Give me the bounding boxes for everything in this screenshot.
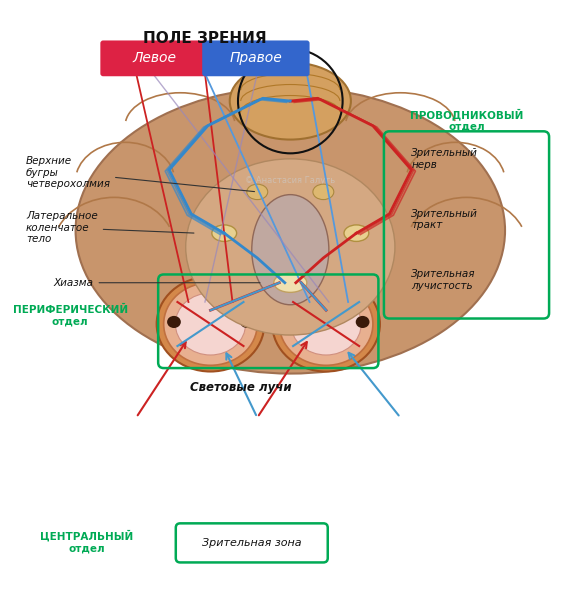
Ellipse shape	[356, 316, 370, 328]
Ellipse shape	[280, 283, 373, 365]
Ellipse shape	[75, 87, 505, 374]
Ellipse shape	[247, 184, 268, 199]
Ellipse shape	[272, 277, 380, 371]
Text: Зрительный
тракт: Зрительный тракт	[412, 208, 479, 230]
Text: Световые лучи: Световые лучи	[190, 381, 291, 394]
Text: © Анастасия Галуть: © Анастасия Галуть	[246, 176, 335, 185]
Text: Верхние
бугры
четверохолмия: Верхние бугры четверохолмия	[26, 156, 255, 191]
Ellipse shape	[167, 316, 181, 328]
Text: ПОЛЕ ЗРЕНИЯ: ПОЛЕ ЗРЕНИЯ	[143, 31, 267, 47]
Ellipse shape	[230, 62, 351, 140]
FancyBboxPatch shape	[202, 40, 310, 76]
Text: Латеральное
коленчатое
тело: Латеральное коленчатое тело	[26, 211, 194, 244]
Ellipse shape	[240, 316, 254, 328]
Ellipse shape	[252, 194, 329, 305]
FancyBboxPatch shape	[176, 523, 328, 562]
Text: Правое: Правое	[230, 51, 282, 65]
Text: Зрительный
нерв: Зрительный нерв	[412, 148, 479, 170]
Text: ПРОВОДНИКОВЫЙ
отдел: ПРОВОДНИКОВЫЙ отдел	[410, 109, 523, 132]
Text: Зрительная зона: Зрительная зона	[202, 538, 302, 548]
Text: Левое: Левое	[132, 51, 176, 65]
Ellipse shape	[212, 225, 236, 242]
Ellipse shape	[186, 159, 395, 335]
Ellipse shape	[175, 293, 246, 355]
Text: ПЕРИФЕРИЧЕСКИЙ
отдел: ПЕРИФЕРИЧЕСКИЙ отдел	[12, 305, 128, 327]
Ellipse shape	[156, 277, 264, 371]
Ellipse shape	[291, 293, 361, 355]
Text: Хиазма: Хиазма	[53, 278, 260, 288]
Text: ЦЕНТРАЛЬНЫЙ
отдел: ЦЕНТРАЛЬНЫЙ отдел	[40, 530, 133, 553]
FancyBboxPatch shape	[100, 40, 208, 76]
Ellipse shape	[344, 225, 369, 242]
Ellipse shape	[274, 273, 307, 292]
Ellipse shape	[313, 184, 334, 199]
Ellipse shape	[164, 283, 257, 365]
Ellipse shape	[283, 316, 297, 328]
Text: Зрительная
лучистость: Зрительная лучистость	[412, 269, 476, 291]
